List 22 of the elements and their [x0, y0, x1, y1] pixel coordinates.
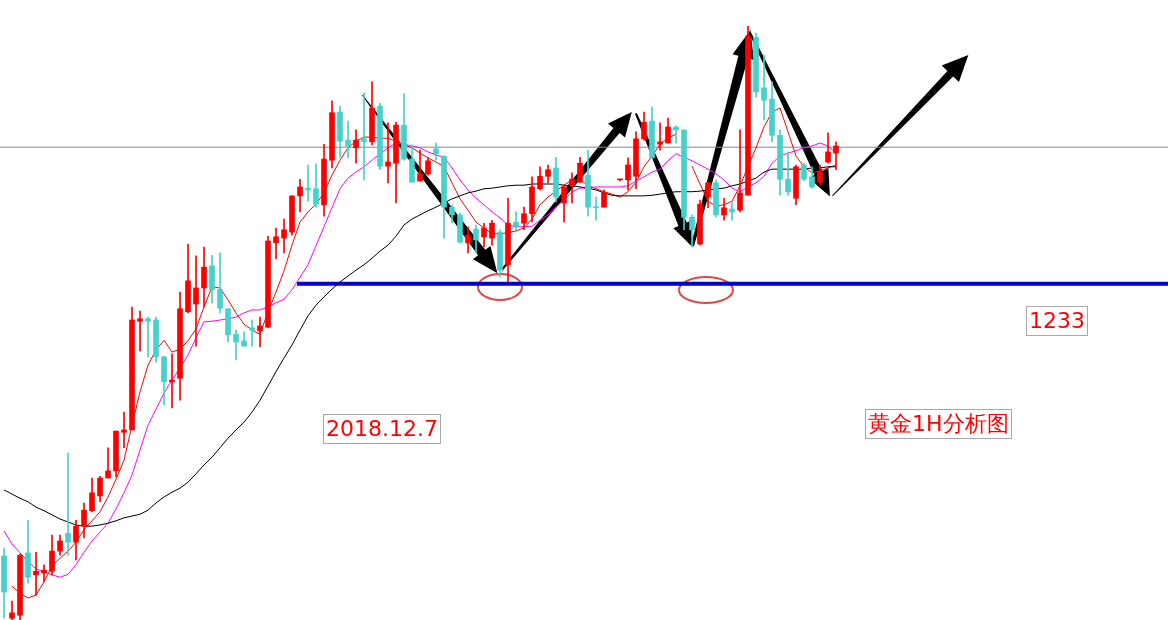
candlestick: [737, 129, 743, 213]
candlestick: [65, 452, 71, 556]
candlestick: [593, 196, 599, 221]
candlestick: [137, 310, 143, 352]
text: 1233: [1026, 306, 1088, 336]
candlestick: [193, 255, 199, 347]
text: 黄金1H分析图: [865, 409, 1012, 439]
annotation: 2018.12.7: [323, 414, 441, 444]
candlestick: [145, 316, 151, 358]
candlestick: [105, 447, 111, 479]
candlestick: [121, 411, 127, 449]
candlestick: [569, 172, 575, 204]
candlestick: [385, 122, 391, 184]
candlestick: [353, 129, 359, 164]
candlestick: [257, 316, 263, 348]
candlestick: [249, 319, 255, 347]
candlestick: [345, 120, 351, 159]
candlestick: [33, 551, 39, 596]
candlestick: [273, 227, 279, 260]
candlestick: [417, 149, 423, 182]
candlestick: [657, 122, 663, 151]
candlestick: [761, 54, 767, 121]
